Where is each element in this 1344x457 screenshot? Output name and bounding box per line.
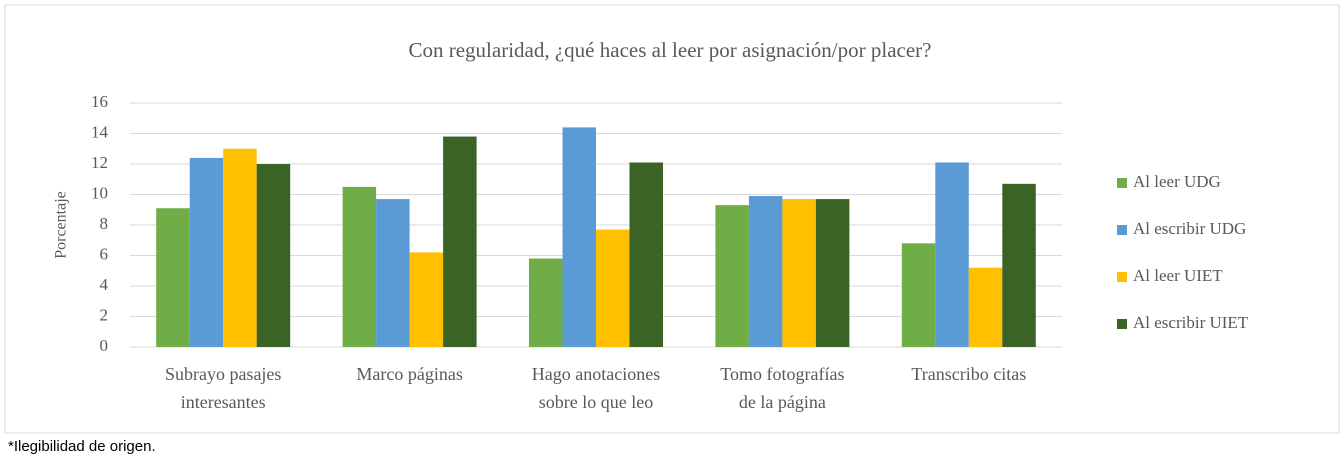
legend-swatch bbox=[1117, 178, 1127, 188]
bar bbox=[629, 162, 663, 347]
bar bbox=[409, 252, 444, 347]
x-tick-label: Subrayo pasajes bbox=[165, 364, 281, 384]
bar bbox=[748, 196, 783, 347]
y-tick-label: 12 bbox=[91, 153, 108, 172]
bar bbox=[901, 243, 936, 347]
y-tick-label: 10 bbox=[91, 183, 108, 202]
y-tick-label: 8 bbox=[100, 214, 109, 233]
y-tick-label: 6 bbox=[100, 244, 109, 263]
legend-label: Al escribir UDG bbox=[1133, 219, 1246, 238]
x-tick-label: de la página bbox=[739, 392, 826, 412]
x-tick-label: Hago anotaciones bbox=[532, 364, 660, 384]
bar bbox=[782, 199, 816, 347]
bar bbox=[256, 164, 291, 347]
x-tick-label: interesantes bbox=[181, 392, 266, 412]
bar bbox=[1002, 183, 1036, 347]
bar bbox=[562, 127, 596, 348]
legend-label: Al escribir UIET bbox=[1133, 313, 1249, 332]
y-tick-label: 2 bbox=[100, 305, 109, 324]
y-axis-label: Porcentaje bbox=[53, 191, 70, 259]
chart-title: Con regularidad, ¿qué haces al leer por … bbox=[408, 38, 931, 62]
legend-label: Al leer UDG bbox=[1133, 172, 1221, 191]
bar bbox=[815, 199, 850, 347]
legend-swatch bbox=[1117, 272, 1127, 282]
bar bbox=[156, 208, 190, 347]
x-tick-label: sobre lo que leo bbox=[539, 392, 653, 412]
footnote: *Ilegibilidad de origen. bbox=[8, 438, 156, 455]
bar bbox=[443, 136, 477, 347]
bar bbox=[715, 205, 749, 347]
y-tick-label: 14 bbox=[91, 122, 109, 141]
y-tick-label: 16 bbox=[91, 92, 108, 111]
legend-swatch bbox=[1117, 319, 1127, 329]
bar bbox=[968, 267, 1003, 347]
bar bbox=[529, 258, 563, 347]
bar bbox=[935, 162, 969, 347]
bar bbox=[342, 186, 377, 347]
bar bbox=[596, 229, 630, 347]
x-tick-label: Transcribo citas bbox=[911, 364, 1026, 384]
y-tick-label: 0 bbox=[100, 336, 109, 355]
bar bbox=[223, 148, 257, 347]
x-tick-label: Tomo fotografías bbox=[720, 364, 844, 384]
bar bbox=[376, 199, 410, 347]
y-tick-label: 4 bbox=[100, 275, 109, 294]
chart: Con regularidad, ¿qué haces al leer por … bbox=[4, 4, 1340, 434]
x-tick-label: Marco páginas bbox=[356, 364, 462, 384]
legend-label: Al leer UIET bbox=[1133, 266, 1223, 285]
legend-swatch bbox=[1117, 225, 1127, 235]
bar bbox=[189, 157, 224, 347]
